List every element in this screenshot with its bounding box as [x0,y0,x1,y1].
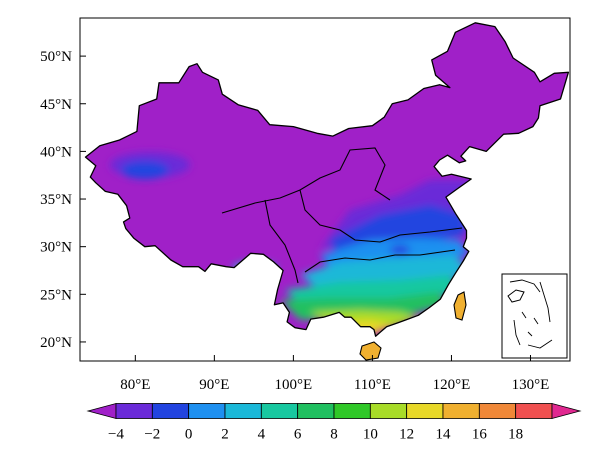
colorbar-tick-label: 8 [330,427,338,443]
colorbar-tick-label: 14 [436,427,452,443]
colorbar-tick-label: 10 [363,427,378,443]
lon-tick-label: 110°E [354,377,391,393]
lat-tick-label: 40°N [40,144,72,160]
colorbar-segment [442,403,480,419]
lon-tick-label: 90°E [199,377,229,393]
lon-tick-label: 80°E [120,377,150,393]
lat-tick-label: 20°N [40,335,72,351]
colorbar-tick-label: 6 [294,427,302,443]
colorbar-segment [151,403,190,419]
lon-tick-label: 100°E [275,377,313,393]
colorbar-segment [369,403,408,419]
colorbar-segment [115,403,153,419]
lat-tick-label: 35°N [40,192,72,208]
lon-tick-label: 130°E [512,377,550,393]
country-border [84,22,570,337]
colorbar-segment [260,403,299,419]
lon-tick-label: 120°E [433,377,471,393]
colorbar-tick-label: 4 [258,427,266,443]
taiwan-shape [453,291,467,321]
colorbar-segment [188,403,226,419]
colorbar-tick-label: −2 [144,427,160,443]
colorbar-segment [406,403,444,419]
colorbar-tick-label: 2 [221,427,229,443]
colorbar-tick-label: −4 [108,427,124,443]
colorbar-tick-label: 18 [508,427,523,443]
region-boundaries [221,147,463,284]
lat-tick-label: 50°N [40,49,72,65]
colorbar-max-triangle [551,402,582,420]
colorbar [86,402,582,420]
colorbar-segment [297,403,335,419]
lat-tick-label: 30°N [40,240,72,256]
hainan-shape [359,341,382,361]
longitude-axis: 80°E 90°E 100°E 110°E 120°E 130°E [120,355,549,393]
latitude-axis: 50°N 45°N 40°N 35°N 30°N 25°N 20°N [40,49,86,351]
colorbar-tick-label: 12 [399,427,414,443]
colorbar-segment [333,403,371,419]
colorbar-tick-label: 16 [472,427,488,443]
colorbar-labels: −4 −2 0 2 4 6 8 10 12 14 16 18 [108,427,523,443]
lat-tick-label: 45°N [40,97,72,113]
colorbar-tick-label: 0 [185,427,193,443]
south-china-sea-inset [501,273,568,359]
colorbar-segment [478,403,517,419]
colorbar-segment [515,403,553,419]
lat-tick-label: 25°N [40,287,72,303]
colorbar-min-triangle [86,402,117,420]
colorbar-segment [224,403,262,419]
